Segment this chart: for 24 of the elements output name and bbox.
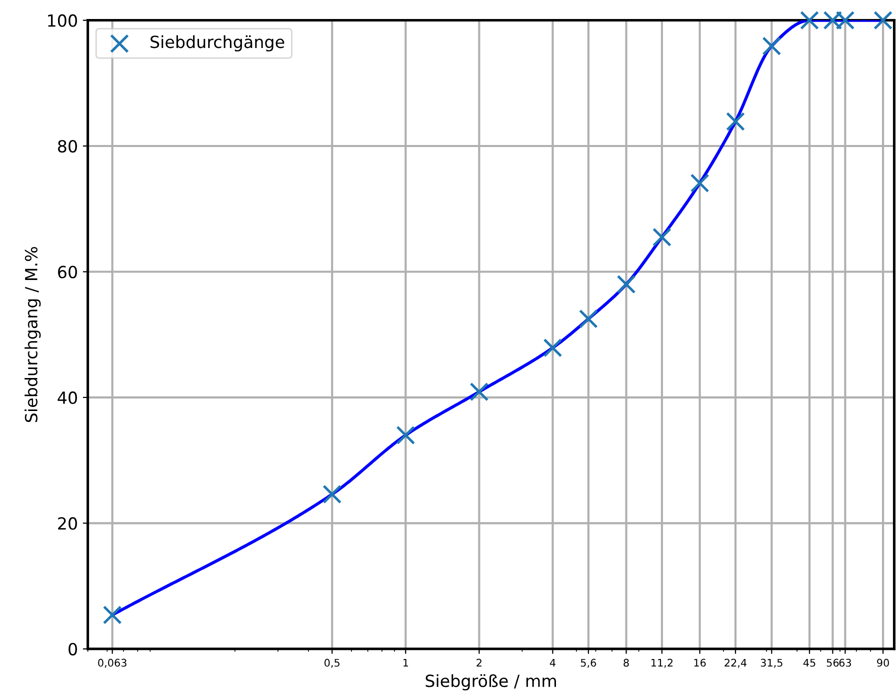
x-tick-label: 11,2 <box>651 658 672 668</box>
y-tick-label: 100 <box>48 14 77 27</box>
x-tick-label: 56 <box>826 658 839 667</box>
x-tick-label: 8 <box>624 658 629 667</box>
legend-label: Siebdurchgänge <box>150 35 284 52</box>
x-tick-label: 4 <box>550 658 556 667</box>
y-tick-label: 80 <box>58 140 77 153</box>
x-tick-label: 63 <box>839 658 851 667</box>
y-tick-label: 40 <box>58 391 77 404</box>
y-tick-label: 20 <box>58 517 77 530</box>
x-tick-label: 1 <box>403 658 408 667</box>
y-tick-label: 0 <box>68 642 77 656</box>
y-axis-title: Siebdurchgang / M.% <box>24 246 41 422</box>
x-tick-label: 16 <box>694 658 706 667</box>
x-tick-label: 2 <box>476 658 482 667</box>
x-tick-label: 90 <box>877 658 889 667</box>
x-axis-title: Siebgröße / mm <box>426 674 556 690</box>
x-tick-label: 31,5 <box>760 658 782 668</box>
x-tick-label: 0,063 <box>98 658 126 668</box>
x-tick-label: 45 <box>803 658 816 667</box>
x-tick-label: 5,6 <box>580 658 596 668</box>
y-tick-label: 60 <box>58 266 77 278</box>
x-tick-label: 0,5 <box>324 658 340 668</box>
x-tick-label: 22,4 <box>724 658 746 668</box>
